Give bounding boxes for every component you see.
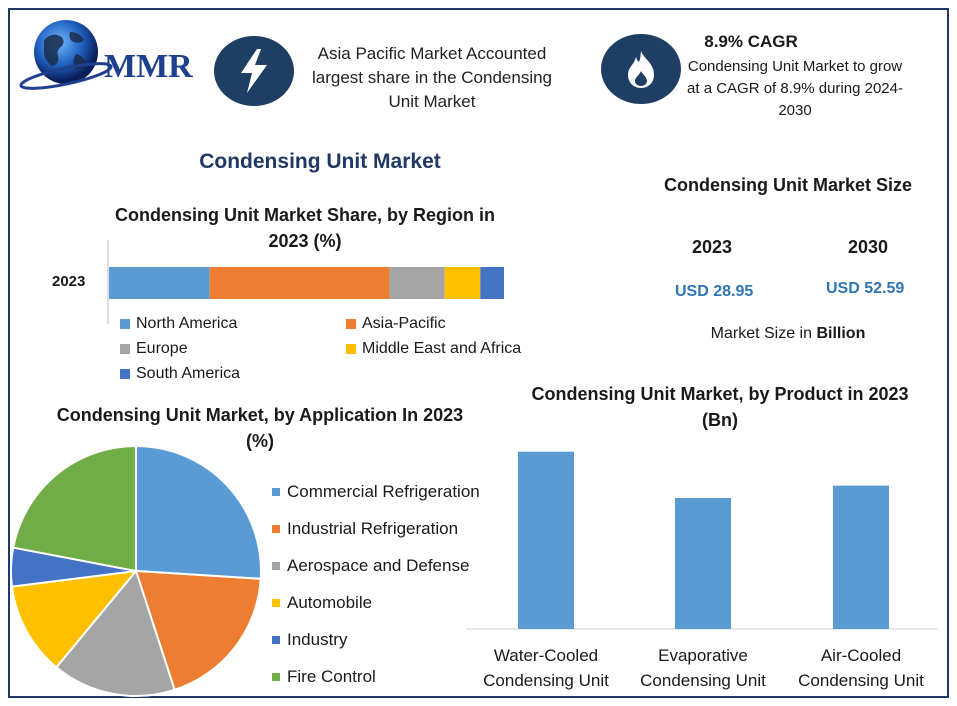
legend-swatch (346, 319, 356, 329)
legend-swatch (272, 599, 280, 607)
legend-swatch (272, 562, 280, 570)
region-legend-item-south-america: South America (120, 365, 240, 383)
market-size-note: Market Size in Billion (680, 325, 896, 343)
application-legend-item-automobile: Automobile (272, 593, 372, 613)
legend-label: Industry (287, 630, 348, 649)
legend-label: Middle East and Africa (362, 340, 522, 357)
pie-slice-industrial-refrigeration (134, 569, 262, 692)
size-note-prefix: Market Size in (710, 325, 817, 342)
application-legend-item-industry: Industry (272, 630, 347, 650)
region-stacked-bar-chart (107, 240, 504, 324)
pie-slice-commercial-refrigeration (135, 444, 262, 580)
legend-swatch (272, 525, 280, 533)
application-legend-item-fire-control: Fire Control (272, 667, 376, 687)
region-note: Asia Pacific Market Accounted largest sh… (311, 44, 553, 111)
legend-label: South America (136, 365, 241, 382)
globe-icon (19, 20, 113, 90)
region-bar-segment-asia-pacific (209, 267, 390, 299)
region-bar-segment-north-america (109, 267, 210, 299)
application-legend-item-commercial-refrigeration: Commercial Refrigeration (272, 482, 480, 502)
product-category-label-air-cooled-condensing-unit: Air-Cooled Condensing Unit (798, 646, 924, 690)
pie-slice-aerospace-and-defense (54, 568, 176, 697)
legend-swatch (272, 636, 280, 644)
region-bar-segment-south-america (480, 267, 504, 299)
legend-swatch (120, 369, 130, 379)
infographic-frame (8, 8, 949, 698)
legend-label: Europe (136, 340, 188, 357)
legend-label: Aerospace and Defense (287, 556, 470, 575)
region-legend-item-europe: Europe (120, 340, 188, 358)
product-category-label-evaporative-condensing-unit: Evaporative Condensing Unit (640, 646, 766, 690)
market-value-2023: USD 28.95 (675, 283, 754, 300)
region-row-label: 2023 (52, 273, 86, 290)
legend-swatch (272, 673, 280, 681)
market-value-2030: USD 52.59 (826, 280, 905, 297)
mmr-logo: MMR (18, 14, 198, 94)
legend-label: Industrial Refrigeration (287, 519, 459, 538)
cagr-text: Condensing Unit Market to grow at a CAGR… (687, 58, 903, 119)
application-chart-title: Condensing Unit Market, by Application I… (56, 405, 464, 451)
product-bar-water-cooled-condensing-unit (518, 451, 574, 629)
application-legend-item-industrial-refrigeration: Industrial Refrigeration (272, 519, 458, 539)
region-bar-segment-europe (389, 267, 445, 299)
legend-label: Commercial Refrigeration (287, 482, 480, 501)
product-bar-chart (466, 451, 938, 630)
legend-label: Automobile (287, 593, 373, 612)
product-category-label-water-cooled-condensing-unit: Water-Cooled Condensing Unit (483, 646, 609, 690)
product-bar-evaporative-condensing-unit (675, 497, 731, 629)
year-2030-label: 2030 (848, 237, 889, 257)
size-note-unit: Billion (816, 325, 866, 342)
region-legend-item-asia-pacific: Asia-Pacific (346, 315, 446, 333)
year-2023-label: 2023 (692, 237, 733, 257)
product-bar-air-cooled-condensing-unit (833, 485, 889, 629)
region-legend-item-north-america: North America (120, 315, 237, 333)
pie-slice-fire-control (12, 444, 137, 573)
legend-label: Asia-Pacific (362, 315, 446, 332)
legend-label: North America (136, 315, 238, 332)
region-legend-item-middle-east-and-africa: Middle East and Africa (346, 340, 521, 358)
application-legend-item-aerospace-and-defense: Aerospace and Defense (272, 556, 469, 576)
legend-swatch (120, 319, 130, 329)
legend-swatch (272, 488, 280, 496)
flame-icon (601, 34, 681, 104)
lightning-icon (214, 36, 294, 106)
legend-swatch (120, 344, 130, 354)
market-size-title: Condensing Unit Market Size (663, 175, 913, 195)
application-pie-chart (10, 444, 262, 697)
legend-swatch (346, 344, 356, 354)
legend-label: Fire Control (287, 667, 376, 686)
cagr-title: 8.9% CAGR (704, 32, 798, 51)
pie-slice-automobile (10, 569, 139, 669)
main-title: Condensing Unit Market (199, 150, 441, 173)
region-chart-title: Condensing Unit Market Share, by Region … (114, 205, 496, 251)
logo-text: MMR (104, 48, 193, 85)
product-chart-title: Condensing Unit Market, by Product in 20… (531, 384, 909, 430)
region-bar-segment-middle-east-and-africa (444, 267, 481, 299)
